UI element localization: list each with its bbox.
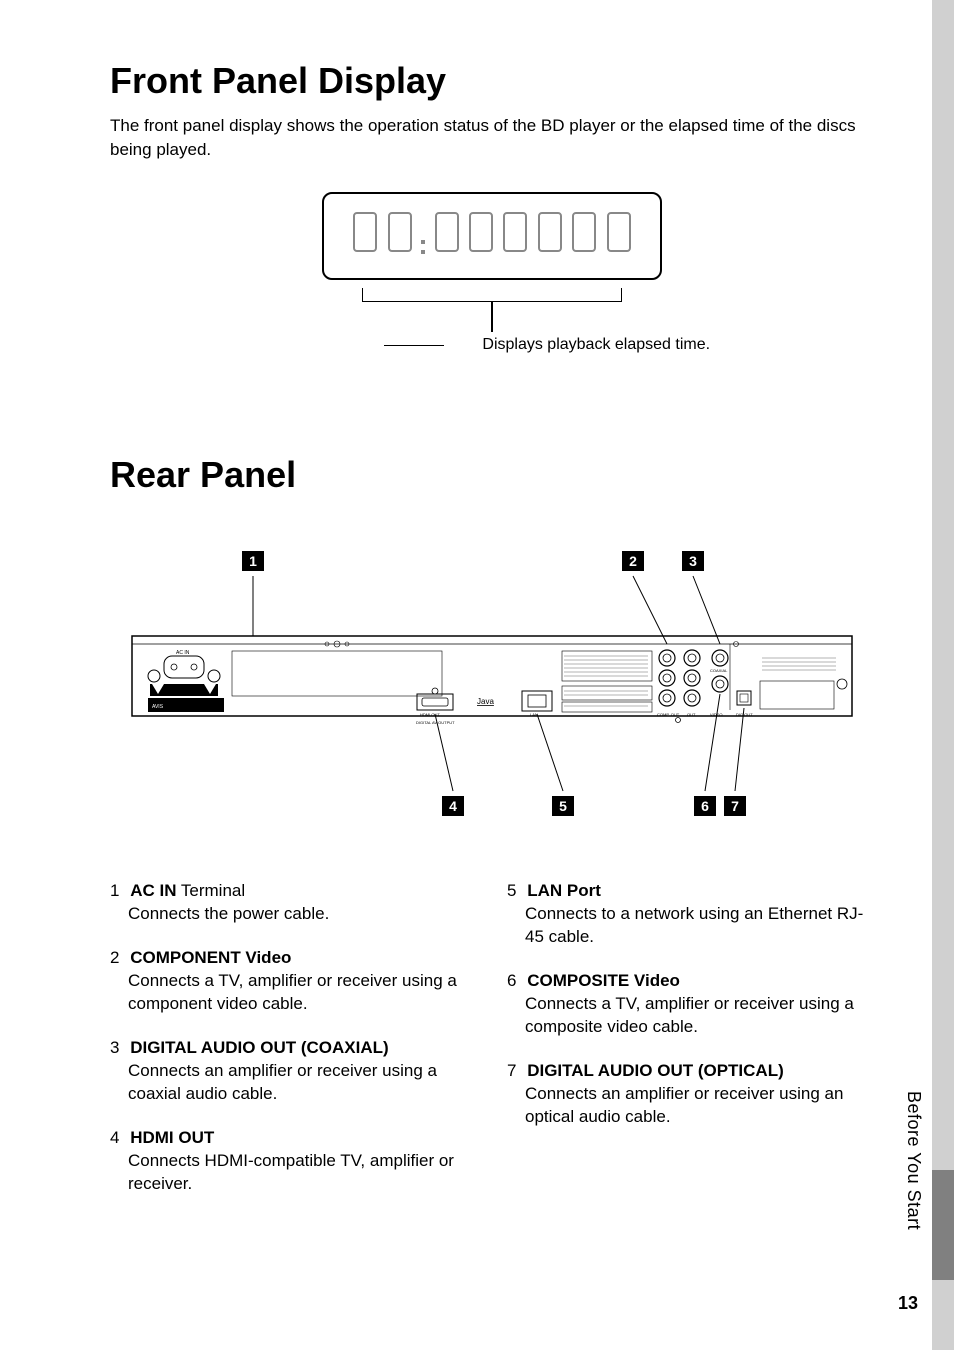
callout-4: 4 xyxy=(442,796,464,816)
item-number: 5 xyxy=(507,881,516,900)
item-number: 4 xyxy=(110,1128,119,1147)
bracket-line xyxy=(362,288,622,302)
front-panel-display-figure: Displays playback elapsed time. xyxy=(110,192,874,355)
rear-panel-figure: AC IN AVIS HDMI OUT Java LAN xyxy=(110,536,874,841)
svg-text:COMP. OUT: COMP. OUT xyxy=(657,712,680,717)
callout-6: 6 xyxy=(694,796,716,816)
digit xyxy=(388,212,412,252)
item-description: Connects an amplifier or receiver using … xyxy=(525,1083,874,1129)
item-number: 7 xyxy=(507,1061,516,1080)
side-chapter-text: Before You Start xyxy=(903,1091,924,1230)
digit xyxy=(469,212,493,252)
svg-text:COAXIAL: COAXIAL xyxy=(710,668,728,673)
item-description: Connects an amplifier or receiver using … xyxy=(128,1060,477,1106)
pointer-line xyxy=(491,302,493,332)
left-column: 1 AC IN Terminal Connects the power cable… xyxy=(110,881,477,1218)
item-description: Connects HDMI-compatible TV, amplifier o… xyxy=(128,1150,477,1196)
svg-text:Java: Java xyxy=(477,697,494,706)
page-number: 13 xyxy=(898,1293,918,1314)
section1-title: Front Panel Display xyxy=(110,60,874,102)
item-title: COMPOSITE Video xyxy=(527,971,680,990)
item-title: DIGITAL AUDIO OUT (COAXIAL) xyxy=(130,1038,388,1057)
item-description: Connects the power cable. xyxy=(128,903,477,926)
digit xyxy=(572,212,596,252)
description-item: 4 HDMI OUT Connects HDMI-compatible TV, a… xyxy=(110,1128,477,1196)
svg-text:OUT: OUT xyxy=(687,712,696,717)
description-item: 5 LAN Port Connects to a network using an… xyxy=(507,881,874,949)
digit xyxy=(607,212,631,252)
digit xyxy=(353,212,377,252)
digit xyxy=(503,212,527,252)
digit xyxy=(435,212,459,252)
svg-text:AVIS: AVIS xyxy=(152,704,164,710)
svg-text:DIGITAL AV OUTPUT: DIGITAL AV OUTPUT xyxy=(416,720,455,725)
item-title: LAN Port xyxy=(527,881,601,900)
item-title: COMPONENT Video xyxy=(130,948,291,967)
item-number: 1 xyxy=(110,881,119,900)
callout-2: 2 xyxy=(622,551,644,571)
item-title: HDMI OUT xyxy=(130,1128,214,1147)
description-item: 3 DIGITAL AUDIO OUT (COAXIAL) Connects an… xyxy=(110,1038,477,1106)
callout-1: 1 xyxy=(242,551,264,571)
svg-text:AC IN: AC IN xyxy=(176,650,190,656)
digit xyxy=(538,212,562,252)
colon xyxy=(421,234,425,260)
display-box xyxy=(322,192,662,281)
sidebar-accent xyxy=(932,1170,954,1280)
callout-5: 5 xyxy=(552,796,574,816)
display-caption: Displays playback elapsed time. xyxy=(482,336,710,354)
description-columns: 1 AC IN Terminal Connects the power cable… xyxy=(110,881,874,1218)
item-description: Connects to a network using an Ethernet … xyxy=(525,903,874,949)
description-item: 7 DIGITAL AUDIO OUT (OPTICAL) Connects an… xyxy=(507,1061,874,1129)
item-number: 3 xyxy=(110,1038,119,1057)
svg-text:HDMI OUT: HDMI OUT xyxy=(420,712,440,717)
item-title: AC IN xyxy=(130,881,176,900)
description-item: 6 COMPOSITE Video Connects a TV, amplifie… xyxy=(507,971,874,1039)
description-item: 1 AC IN Terminal Connects the power cable… xyxy=(110,881,477,926)
item-title: DIGITAL AUDIO OUT (OPTICAL) xyxy=(527,1061,784,1080)
rear-panel-svg: AC IN AVIS HDMI OUT Java LAN xyxy=(122,536,862,836)
item-title-suffix: Terminal xyxy=(176,881,245,900)
section2-title: Rear Panel xyxy=(110,454,874,496)
sidebar-band xyxy=(932,0,954,1350)
item-number: 2 xyxy=(110,948,119,967)
item-number: 6 xyxy=(507,971,516,990)
right-column: 5 LAN Port Connects to a network using an… xyxy=(507,881,874,1218)
section1-intro: The front panel display shows the operat… xyxy=(110,114,874,162)
item-description: Connects a TV, amplifier or receiver usi… xyxy=(525,993,874,1039)
item-description: Connects a TV, amplifier or receiver usi… xyxy=(128,970,477,1016)
callout-7: 7 xyxy=(724,796,746,816)
description-item: 2 COMPONENT Video Connects a TV, amplifie… xyxy=(110,948,477,1016)
callout-3: 3 xyxy=(682,551,704,571)
svg-text:DIG.OUT: DIG.OUT xyxy=(736,712,753,717)
